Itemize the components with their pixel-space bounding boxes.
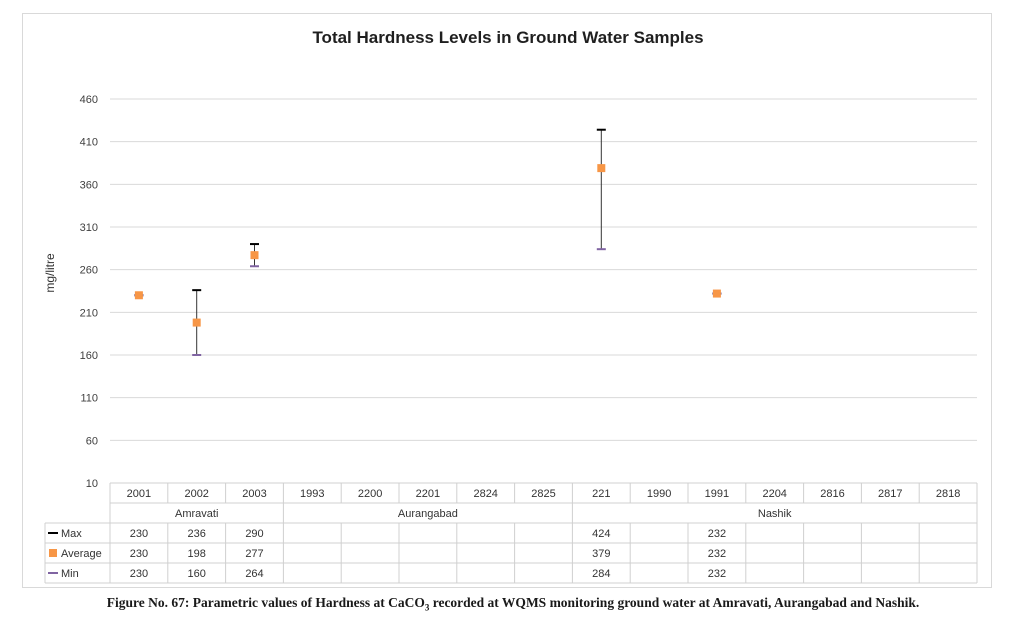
category-label: 2818: [936, 488, 960, 500]
category-label: 2002: [184, 488, 208, 500]
average-marker: [712, 289, 721, 298]
data-table-value: 284: [592, 568, 610, 580]
category-label: 221: [592, 488, 610, 500]
category-label: 1993: [300, 488, 324, 500]
category-label: 2825: [531, 488, 555, 500]
category-label: 1990: [647, 488, 671, 500]
average-marker: [597, 164, 606, 173]
group-label: Nashik: [758, 508, 792, 520]
legend-key-max: [48, 532, 58, 534]
legend-label: Average: [61, 548, 102, 560]
y-tick-label: 10: [86, 478, 98, 490]
data-table-value: 290: [245, 528, 263, 540]
data-table-value: 230: [130, 528, 148, 540]
y-tick-label: 110: [80, 393, 98, 405]
category-label: 2824: [473, 488, 497, 500]
y-axis-label: mg/litre: [43, 253, 57, 293]
category-label: 2201: [416, 488, 440, 500]
data-table-value: 379: [592, 548, 610, 560]
data-table-value: 230: [130, 548, 148, 560]
data-table-value: 277: [245, 548, 263, 560]
data-table-value: 230: [130, 568, 148, 580]
average-marker: [192, 318, 201, 327]
legend-key-min: [48, 572, 58, 574]
average-marker: [134, 291, 143, 300]
y-tick-label: 260: [80, 265, 98, 277]
category-label: 2816: [820, 488, 844, 500]
chart-frame: [22, 13, 992, 588]
category-label: 2003: [242, 488, 266, 500]
legend-key-average: [49, 549, 57, 557]
legend-label: Min: [61, 568, 79, 580]
chart-title: Total Hardness Levels in Ground Water Sa…: [312, 28, 703, 47]
category-label: 2001: [127, 488, 151, 500]
y-tick-label: 60: [86, 435, 98, 447]
legend-label: Max: [61, 528, 82, 540]
figure-caption: Figure No. 67: Parametric values of Hard…: [0, 595, 1026, 613]
y-tick-label: 160: [80, 350, 98, 362]
data-table-value: 424: [592, 528, 610, 540]
data-table-value: 232: [708, 548, 726, 560]
data-table-value: 198: [188, 548, 206, 560]
data-table-value: 232: [708, 528, 726, 540]
category-label: 2204: [762, 488, 786, 500]
average-marker: [250, 251, 259, 260]
data-table-value: 160: [188, 568, 206, 580]
y-tick-label: 410: [80, 137, 98, 149]
data-table-value: 236: [188, 528, 206, 540]
group-label: Amravati: [175, 508, 218, 520]
data-table-value: 232: [708, 568, 726, 580]
y-tick-label: 310: [80, 222, 98, 234]
hardness-chart: Total Hardness Levels in Ground Water Sa…: [43, 28, 978, 584]
data-table-value: 264: [245, 568, 263, 580]
category-label: 1991: [705, 488, 729, 500]
caption-prefix: Figure No. 67: Parametric values of Hard…: [106, 595, 425, 610]
y-tick-label: 460: [80, 94, 98, 106]
caption-subscript: 3: [424, 602, 430, 613]
y-tick-label: 360: [80, 179, 98, 191]
category-label: 2200: [358, 488, 382, 500]
y-tick-label: 210: [80, 307, 98, 319]
category-label: 2817: [878, 488, 902, 500]
group-label: Aurangabad: [398, 508, 458, 520]
caption-suffix: recorded at WQMS monitoring ground water…: [429, 595, 920, 610]
